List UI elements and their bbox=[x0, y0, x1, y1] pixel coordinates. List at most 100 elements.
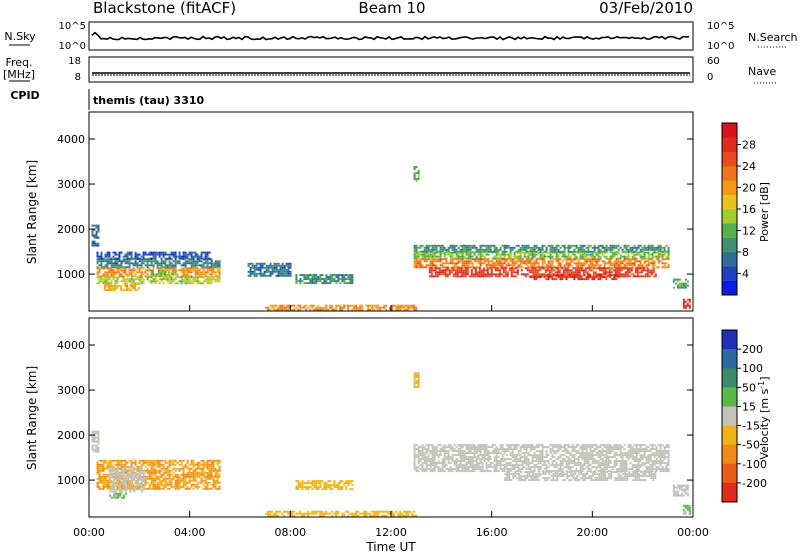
scatter-cell-6 bbox=[553, 450, 556, 453]
scatter-cell-6 bbox=[581, 464, 584, 467]
scatter-cell-2 bbox=[178, 276, 181, 279]
nsky-trace bbox=[91, 31, 690, 41]
scatter-cell-11 bbox=[637, 253, 640, 256]
scatter-cell-11 bbox=[477, 251, 480, 254]
scatter-cell-6 bbox=[483, 470, 486, 473]
scatter-cell-6 bbox=[523, 456, 526, 459]
scatter-cell-10 bbox=[609, 246, 612, 249]
scatter-cell-10 bbox=[581, 250, 584, 253]
scatter-cell-7 bbox=[341, 276, 344, 279]
scatter-cell-11 bbox=[463, 255, 466, 258]
scatter-cell-13 bbox=[634, 267, 637, 270]
scatter-cell-12 bbox=[503, 258, 506, 261]
scatter-cell-6 bbox=[433, 452, 436, 455]
scatter-cell-12 bbox=[573, 258, 576, 261]
scatter-cell-6 bbox=[559, 454, 562, 457]
scatter-cell-6 bbox=[413, 444, 416, 447]
scatter-cell-7 bbox=[313, 278, 316, 281]
scatter-cell-3 bbox=[166, 253, 169, 256]
scatter-cell-5 bbox=[134, 289, 137, 292]
scatter-cell-10 bbox=[583, 248, 586, 251]
scatter-cell-3 bbox=[206, 255, 209, 258]
scatter-cell-1 bbox=[132, 269, 135, 272]
scatter-cell-6 bbox=[563, 460, 566, 463]
scatter-cell-13 bbox=[480, 275, 483, 278]
scatter-cell-13 bbox=[652, 269, 655, 272]
scatter-cell-13 bbox=[604, 273, 607, 276]
scatter-cell-6 bbox=[425, 470, 428, 473]
scatter-cell-6 bbox=[469, 466, 472, 469]
scatter-cell-1 bbox=[118, 267, 121, 270]
scatter-cell-0 bbox=[174, 260, 177, 263]
scatter-cell-10 bbox=[529, 246, 532, 249]
scatter-cell-6 bbox=[587, 454, 590, 457]
scatter-cell-1 bbox=[178, 269, 181, 272]
scatter-cell-12 bbox=[439, 258, 442, 261]
scatter-cell-6 bbox=[541, 446, 544, 449]
scatter-cell-7 bbox=[305, 274, 308, 277]
scatter-cell-10 bbox=[665, 244, 668, 247]
scatter-cell-0 bbox=[162, 260, 165, 263]
scatter-cell-10 bbox=[497, 248, 500, 251]
scatter-cell-13 bbox=[520, 269, 523, 272]
scatter-cell-10 bbox=[657, 244, 660, 247]
scatter-cell-1 bbox=[123, 476, 126, 479]
scatter-cell-3 bbox=[154, 255, 157, 258]
scatter-cell-6 bbox=[499, 466, 502, 469]
scatter-cell-13 bbox=[444, 275, 447, 278]
scatter-cell-17 bbox=[413, 304, 416, 307]
scatter-cell-10 bbox=[555, 248, 558, 251]
scatter-cell-5 bbox=[106, 283, 109, 286]
scatter-cell-10 bbox=[607, 248, 610, 251]
scatter-cell-13 bbox=[444, 273, 447, 276]
scatter-cell-0 bbox=[144, 481, 147, 484]
scatter-cell-14 bbox=[585, 276, 588, 279]
scatter-cell-2 bbox=[208, 282, 211, 285]
scatter-cell-6 bbox=[455, 462, 458, 465]
scatter-cell-17 bbox=[371, 304, 374, 307]
scatter-cell-8 bbox=[283, 268, 286, 271]
scatter-cell-3 bbox=[184, 253, 187, 256]
scatter-cell-6 bbox=[577, 458, 580, 461]
scatter-cell-0 bbox=[210, 461, 213, 464]
scatter-cell-6 bbox=[433, 470, 436, 473]
scatter-cell-1 bbox=[192, 269, 195, 272]
scatter-cell-2 bbox=[96, 276, 99, 279]
scatter-cell-11 bbox=[613, 253, 616, 256]
scatter-cell-12 bbox=[643, 262, 646, 265]
scatter-cell-0 bbox=[150, 264, 153, 267]
scatter-cell-7 bbox=[343, 278, 346, 281]
scatter-cell-0 bbox=[146, 262, 149, 265]
scatter-cell-11 bbox=[429, 253, 432, 256]
scatter-cell-0 bbox=[140, 262, 143, 265]
scatter-cell-6 bbox=[489, 462, 492, 465]
scatter-cell-0 bbox=[216, 481, 219, 484]
scatter-cell-12 bbox=[565, 262, 568, 265]
scatter-cell-6 bbox=[461, 450, 464, 453]
scatter-cell-7 bbox=[315, 278, 318, 281]
scatter-cell-13 bbox=[568, 271, 571, 274]
scatter-cell-6 bbox=[503, 468, 506, 471]
scatter-cell-0 bbox=[212, 465, 215, 468]
scatter-cell-6 bbox=[423, 452, 426, 455]
scatter-cell-15 bbox=[686, 280, 689, 283]
scatter-cell-0 bbox=[178, 481, 181, 484]
scatter-cell-10 bbox=[521, 244, 524, 247]
scatter-cell-6 bbox=[461, 458, 464, 461]
scatter-cell-10 bbox=[489, 250, 492, 253]
scatter-cell-1 bbox=[130, 269, 133, 272]
scatter-cell-6 bbox=[459, 464, 462, 467]
scatter-cell-0 bbox=[160, 479, 163, 482]
scatter-cell-11 bbox=[571, 253, 574, 256]
scatter-cell-11 bbox=[495, 253, 498, 256]
scatter-cell-13 bbox=[614, 275, 617, 278]
scatter-cell-0 bbox=[142, 260, 145, 263]
scatter-cell-1 bbox=[148, 267, 151, 270]
scatter-cell-6 bbox=[527, 466, 530, 469]
scatter-cell-6 bbox=[583, 446, 586, 449]
scatter-cell-0 bbox=[118, 485, 121, 488]
scatter-cell-0 bbox=[164, 260, 167, 263]
scatter-cell-6 bbox=[557, 456, 560, 459]
scatter-cell-0 bbox=[120, 264, 123, 267]
scatter-cell-4 bbox=[311, 480, 314, 483]
